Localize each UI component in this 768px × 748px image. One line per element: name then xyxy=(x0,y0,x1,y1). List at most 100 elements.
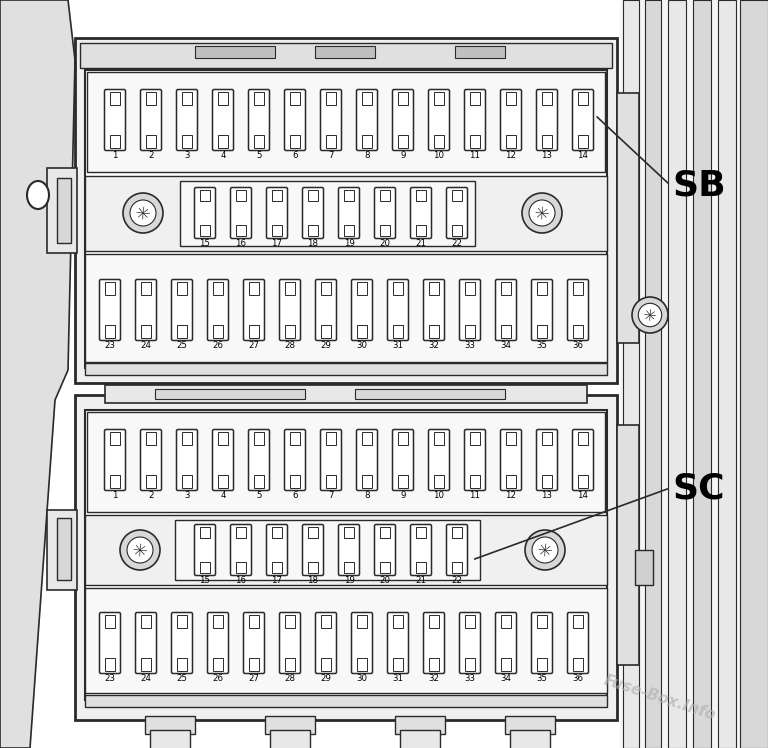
Bar xyxy=(85,176,607,251)
Text: SB: SB xyxy=(672,168,726,202)
Bar xyxy=(573,282,583,295)
FancyBboxPatch shape xyxy=(446,188,468,239)
FancyBboxPatch shape xyxy=(207,613,229,673)
Bar xyxy=(254,475,264,488)
Bar xyxy=(537,325,547,338)
Bar xyxy=(357,325,367,338)
Bar xyxy=(85,695,607,707)
Text: 29: 29 xyxy=(320,341,332,350)
Bar xyxy=(434,432,444,445)
Bar xyxy=(85,363,607,375)
Bar xyxy=(213,325,223,338)
FancyBboxPatch shape xyxy=(320,90,342,150)
Bar xyxy=(249,282,259,295)
Bar xyxy=(47,168,77,253)
FancyBboxPatch shape xyxy=(243,280,264,340)
Bar xyxy=(465,282,475,295)
Bar xyxy=(321,657,331,671)
FancyBboxPatch shape xyxy=(375,188,396,239)
Bar xyxy=(452,190,462,201)
FancyBboxPatch shape xyxy=(177,429,197,491)
Bar xyxy=(141,325,151,338)
FancyBboxPatch shape xyxy=(572,90,594,150)
Text: 14: 14 xyxy=(578,491,588,500)
FancyBboxPatch shape xyxy=(177,90,197,150)
Bar xyxy=(150,730,190,748)
Text: 11: 11 xyxy=(469,151,481,160)
Bar xyxy=(326,135,336,148)
Bar xyxy=(455,46,505,58)
FancyBboxPatch shape xyxy=(171,280,193,340)
Bar xyxy=(501,657,511,671)
Bar xyxy=(110,92,120,105)
FancyBboxPatch shape xyxy=(429,429,449,491)
Bar xyxy=(308,225,318,236)
Bar xyxy=(573,615,583,628)
FancyBboxPatch shape xyxy=(388,613,409,673)
Text: 15: 15 xyxy=(200,576,210,585)
Bar xyxy=(429,615,439,628)
Bar xyxy=(110,135,120,148)
FancyBboxPatch shape xyxy=(568,280,588,340)
Bar xyxy=(623,0,639,748)
Bar xyxy=(465,325,475,338)
Bar xyxy=(398,135,408,148)
Bar xyxy=(218,432,228,445)
FancyBboxPatch shape xyxy=(375,524,396,575)
Text: 10: 10 xyxy=(433,151,445,160)
Bar xyxy=(272,225,282,236)
Bar xyxy=(326,475,336,488)
Bar xyxy=(236,190,246,201)
Bar xyxy=(290,135,300,148)
Text: 8: 8 xyxy=(364,151,369,160)
Bar xyxy=(740,0,768,748)
Bar xyxy=(542,475,552,488)
FancyBboxPatch shape xyxy=(316,613,336,673)
Bar xyxy=(85,515,607,585)
FancyBboxPatch shape xyxy=(501,429,521,491)
Bar xyxy=(182,135,192,148)
FancyBboxPatch shape xyxy=(194,188,216,239)
FancyBboxPatch shape xyxy=(423,613,445,673)
Text: 34: 34 xyxy=(501,674,511,683)
Bar xyxy=(362,92,372,105)
Bar xyxy=(105,615,115,628)
Bar xyxy=(213,282,223,295)
Bar xyxy=(501,325,511,338)
Bar xyxy=(452,562,462,573)
FancyBboxPatch shape xyxy=(249,90,270,150)
Text: 7: 7 xyxy=(328,151,334,160)
Bar xyxy=(285,657,295,671)
Bar xyxy=(506,135,516,148)
Bar xyxy=(249,615,259,628)
Bar xyxy=(110,432,120,445)
FancyBboxPatch shape xyxy=(495,280,517,340)
Bar xyxy=(272,190,282,201)
Bar xyxy=(200,225,210,236)
Circle shape xyxy=(532,537,558,563)
Bar xyxy=(693,0,711,748)
FancyBboxPatch shape xyxy=(531,613,552,673)
Text: 29: 29 xyxy=(320,674,332,683)
Bar xyxy=(105,325,115,338)
Bar xyxy=(285,325,295,338)
Bar xyxy=(416,225,426,236)
Bar xyxy=(400,730,440,748)
Bar xyxy=(85,410,607,700)
Bar xyxy=(213,657,223,671)
FancyBboxPatch shape xyxy=(303,188,323,239)
Bar xyxy=(470,475,480,488)
Bar xyxy=(505,716,555,734)
Bar xyxy=(105,385,587,403)
Bar xyxy=(470,432,480,445)
Text: 18: 18 xyxy=(307,239,319,248)
FancyBboxPatch shape xyxy=(411,524,432,575)
Bar xyxy=(182,475,192,488)
Bar xyxy=(617,93,639,343)
Text: 23: 23 xyxy=(104,341,115,350)
Bar xyxy=(344,225,354,236)
Text: 13: 13 xyxy=(541,151,552,160)
Bar xyxy=(506,432,516,445)
FancyBboxPatch shape xyxy=(352,280,372,340)
Bar xyxy=(357,657,367,671)
